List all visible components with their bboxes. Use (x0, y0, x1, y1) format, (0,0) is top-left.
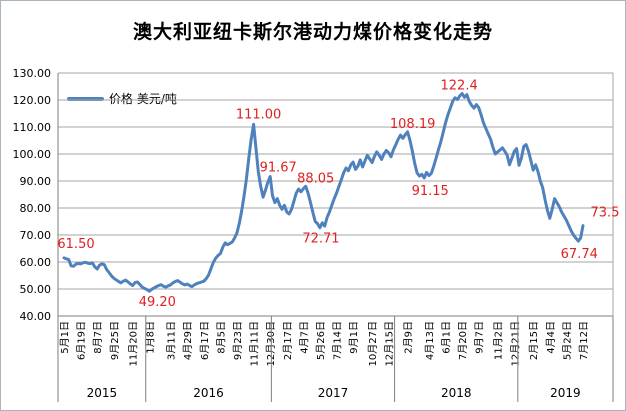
x-axis-tick-label: 4月4日 (545, 321, 557, 354)
y-axis-tick-label: 120.00 (13, 94, 52, 107)
x-axis-tick-label: 2月15日 (528, 321, 540, 360)
chart-title: 澳大利亚纽卡斯尔港动力煤价格变化走势 (132, 21, 493, 43)
x-axis-tick-label: 4月13日 (424, 321, 436, 360)
data-label: 72.71 (302, 232, 339, 247)
x-axis-tick-label: 6月17日 (199, 321, 211, 360)
legend-line-swatch (67, 96, 104, 101)
data-label: 67.74 (561, 247, 598, 262)
y-axis-tick-label: 50.00 (20, 283, 52, 296)
x-axis-tick-label: 9月1日 (348, 321, 360, 354)
x-axis-tick-label: 1月8日 (144, 321, 156, 354)
data-label: 49.20 (139, 295, 176, 310)
legend: 价格 美元/吨 (67, 90, 177, 107)
x-axis-tick-label: 5月26日 (315, 321, 327, 360)
y-axis-tick-label: 80.00 (20, 202, 52, 215)
x-axis-tick-label: 12月15日 (384, 321, 396, 366)
x-axis-tick-label: 3月11日 (166, 321, 178, 360)
data-label: 111.00 (236, 107, 282, 122)
data-label: 91.67 (260, 160, 297, 175)
data-label: 91.15 (412, 184, 449, 199)
x-axis-tick-label: 9月7日 (474, 321, 486, 354)
legend-label: 价格 美元/吨 (109, 92, 177, 106)
x-axis-tick-label: 7月12日 (578, 321, 590, 360)
x-axis-tick-label: 6月19日 (76, 321, 88, 360)
x-axis-tick-label: 2月9日 (403, 321, 415, 354)
x-axis-tick-label: 2月17日 (282, 321, 294, 360)
x-axis-tick-label: 4月7日 (298, 321, 310, 354)
y-axis-tick-label: 70.00 (20, 229, 52, 242)
year-label: 2017 (318, 386, 349, 400)
data-label: 88.05 (297, 171, 334, 186)
x-axis-tick-label: 11月11日 (249, 321, 261, 366)
year-label: 2018 (441, 386, 472, 400)
x-axis-tick-label: 6月1日 (441, 321, 453, 354)
y-axis-tick-label: 130.00 (13, 67, 52, 80)
x-axis-tick-label: 4月29日 (182, 321, 194, 360)
data-label: 108.19 (390, 117, 436, 132)
x-axis-tick-label: 8月5日 (215, 321, 227, 354)
x-axis-tick-label: 11月2日 (493, 321, 505, 360)
x-axis-tick-label: 11月20日 (128, 321, 140, 366)
y-axis-tick-label: 60.00 (20, 256, 52, 269)
price-line (62, 92, 585, 293)
year-label: 2019 (550, 386, 581, 400)
x-axis-tick-label: 7月14日 (332, 321, 344, 360)
y-axis-tick-label: 100.00 (13, 148, 52, 161)
y-axis-tick-label: 90.00 (20, 175, 52, 188)
x-axis-tick-label: 9月23日 (232, 321, 244, 360)
x-axis-tick-label: 5月1日 (59, 321, 71, 354)
year-label: 2016 (193, 386, 224, 400)
year-label: 2015 (87, 386, 118, 400)
y-axis-tick-label: 110.00 (13, 121, 52, 134)
x-axis-tick-label: 7月20日 (457, 321, 469, 360)
data-label: 73.5 (591, 206, 620, 221)
x-axis-tick-label: 8月7日 (92, 321, 104, 354)
x-axis-tick-label: 9月25日 (109, 321, 121, 360)
x-axis-tick-label: 10月27日 (367, 321, 379, 366)
x-axis-tick-label: 5月24日 (561, 321, 573, 360)
data-label: 61.50 (57, 237, 94, 252)
y-axis-tick-label: 40.00 (20, 310, 52, 323)
data-label: 122.4 (441, 79, 478, 94)
x-axis-tick-label: 12月21日 (509, 321, 521, 366)
